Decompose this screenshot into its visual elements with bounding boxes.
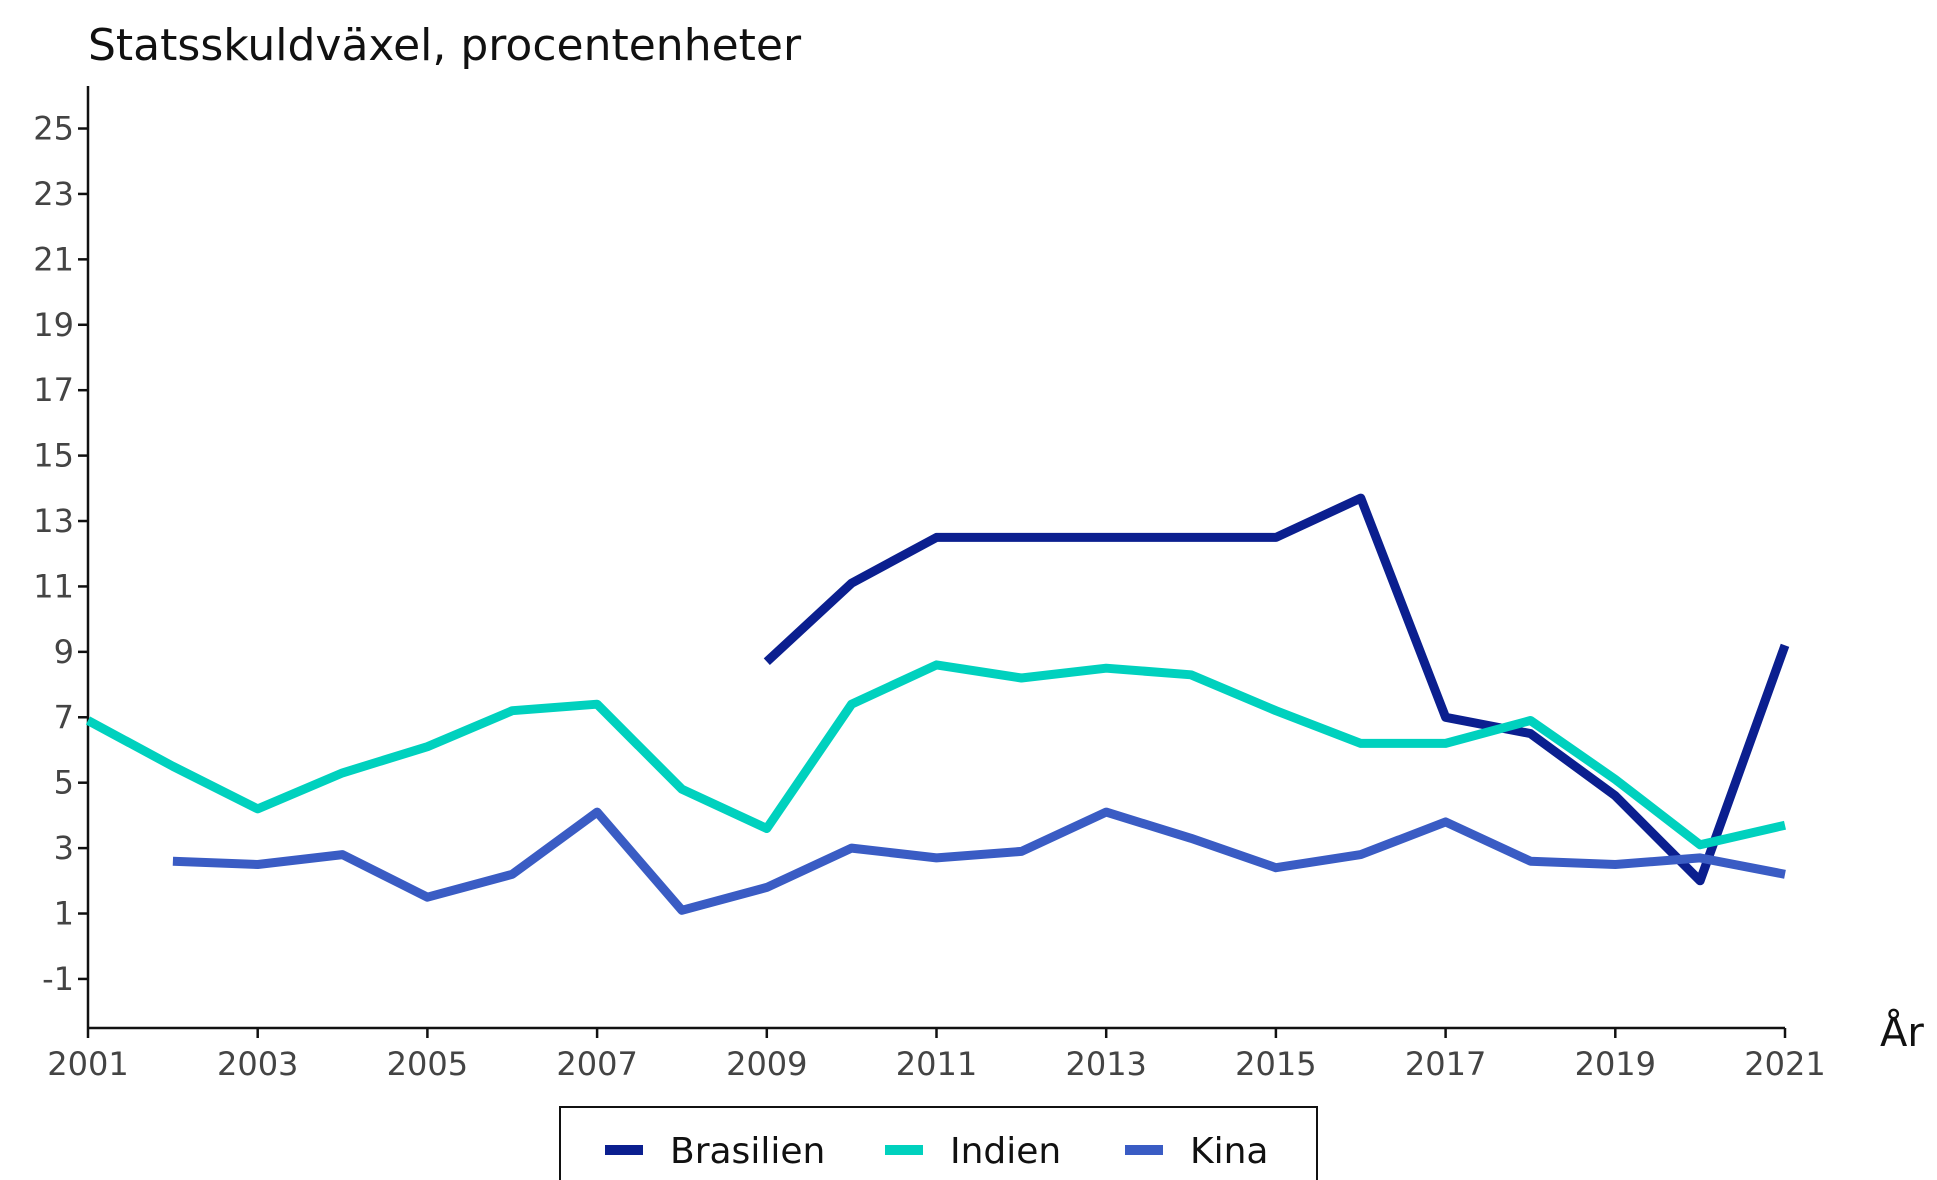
x-tick-label: 2017	[1405, 1045, 1486, 1083]
series-line-indien	[85, 660, 1787, 850]
y-tick-label: 25	[33, 110, 74, 148]
x-tick-label: 2011	[896, 1045, 977, 1083]
legend: Brasilien Indien Kina	[559, 1106, 1318, 1180]
x-axis-label: År	[1880, 1008, 1924, 1056]
x-axis: 2001 2003 2005 2007 2009 2011 2013 2015 2017 2019…	[47, 1026, 1826, 1083]
x-tick-label: 2015	[1235, 1045, 1316, 1083]
x-tick-label: 2001	[47, 1045, 128, 1083]
y-tick-label: 5	[54, 764, 74, 802]
y-tick-label: 9	[54, 633, 74, 671]
y-tick-label: 13	[33, 502, 74, 540]
y-tick-label: 1	[54, 895, 74, 933]
y-tick-label: -1	[42, 960, 74, 998]
x-tick-label: 2009	[726, 1045, 807, 1083]
y-tick-label: 17	[33, 371, 74, 409]
x-tick-label: 2019	[1575, 1045, 1656, 1083]
legend-label-kina: Kina	[1190, 1131, 1269, 1172]
x-tick-label: 2021	[1744, 1045, 1825, 1083]
x-tick-label: 2007	[556, 1045, 637, 1083]
chart-title: Statsskuldväxel, procentenheter	[88, 20, 802, 71]
y-tick-label: 15	[33, 437, 74, 475]
legend-label-indien: Indien	[950, 1131, 1061, 1172]
y-tick-label: 7	[54, 698, 74, 736]
legend-box	[559, 1106, 1318, 1180]
y-tick-label: 3	[54, 829, 74, 867]
series-line-brasilien	[763, 493, 1790, 886]
series-layer	[85, 493, 1790, 915]
legend-label-brasilien: Brasilien	[670, 1131, 825, 1172]
y-tick-label: 21	[33, 240, 74, 278]
y-tick-label: 19	[33, 306, 74, 344]
y-tick-label: 23	[33, 175, 74, 213]
x-tick-label: 2003	[217, 1045, 298, 1083]
series-line-kina	[172, 807, 1786, 915]
y-tick-label: 11	[33, 567, 74, 605]
x-tick-label: 2005	[387, 1045, 468, 1083]
legend-items: Brasilien Indien Kina	[605, 1131, 1269, 1172]
x-tick-label: 2013	[1065, 1045, 1146, 1083]
